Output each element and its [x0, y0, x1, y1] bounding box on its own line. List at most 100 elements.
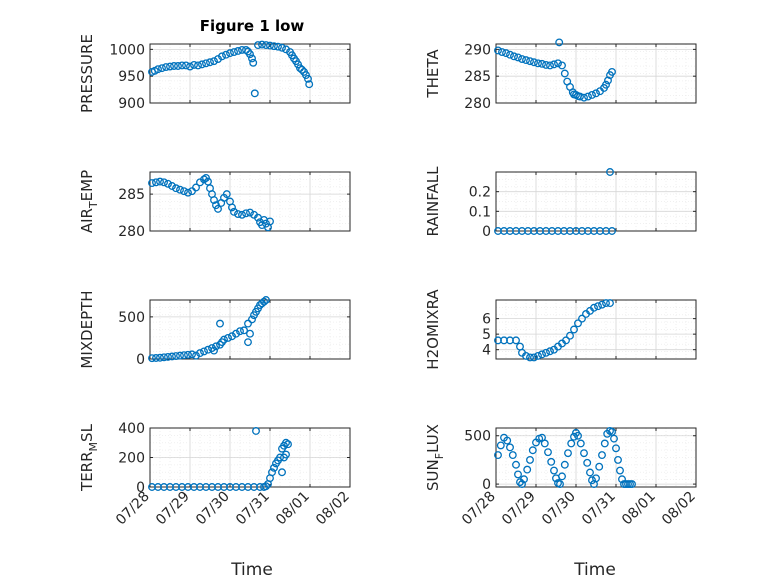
data-point: [614, 455, 622, 464]
y-tick-label: 280: [464, 96, 491, 112]
data-point: [608, 227, 616, 235]
data-point: [610, 434, 618, 443]
data-point: [538, 350, 546, 359]
series-markers: [494, 38, 616, 102]
data-point: [588, 476, 596, 485]
data-point: [160, 178, 168, 187]
y-axis-label: H2OMIXRA: [424, 289, 442, 370]
data-point: [302, 71, 310, 80]
data-point: [546, 347, 554, 356]
data-point: [246, 329, 254, 338]
series-markers: [148, 40, 314, 98]
data-point: [228, 203, 236, 212]
data-point: [305, 80, 314, 89]
data-point: [234, 210, 242, 218]
data-point: [230, 207, 238, 216]
data-point: [226, 49, 234, 58]
data-point: [542, 60, 550, 69]
y-axis-label: TERRMSL: [78, 423, 100, 492]
axes-box: [149, 43, 351, 104]
data-point: [602, 80, 610, 89]
data-point: [298, 65, 306, 74]
data-point: [496, 441, 505, 450]
data-point: [523, 465, 532, 474]
data-point: [228, 332, 236, 341]
data-point: [160, 353, 168, 362]
x-tick-label: 07/29: [499, 489, 539, 529]
data-point: [588, 90, 596, 99]
data-point: [602, 299, 610, 308]
data-point: [220, 335, 228, 344]
series-markers: [494, 426, 636, 489]
data-point: [628, 480, 636, 489]
data-point: [250, 89, 259, 98]
subplot-row3-left: 0 500 MIXDEPTH: [78, 290, 351, 369]
x-tick-label: 08/02: [659, 489, 699, 529]
y-tick-label: 5: [482, 327, 491, 343]
data-point: [240, 326, 248, 335]
data-point: [284, 440, 292, 449]
data-point: [518, 55, 526, 63]
y-tick-label: 0.1: [469, 204, 491, 220]
data-point: [595, 462, 604, 471]
data-point: [266, 217, 274, 226]
data-point: [178, 61, 186, 70]
y-axis-label: THETA: [424, 49, 442, 99]
data-point: [540, 439, 549, 448]
data-point: [564, 449, 572, 458]
data-point: [550, 466, 558, 475]
data-point: [592, 474, 600, 483]
axes-box: [149, 171, 351, 232]
y-tick-label: 6: [482, 312, 491, 328]
data-point: [514, 53, 522, 62]
data-point: [152, 178, 160, 187]
data-point: [282, 438, 290, 447]
axes-box: [495, 171, 697, 232]
data-point: [578, 314, 586, 323]
data-point: [512, 460, 520, 469]
data-point: [260, 297, 268, 306]
data-point: [238, 210, 246, 219]
data-point: [590, 303, 598, 312]
subplot-bottom-right: 0 500 07/28 07/29 07/30 07/31 08/01 08/02 SUNFLU…: [424, 424, 699, 528]
data-point: [262, 482, 270, 491]
subplot-row2-right: 0 0.1 0.2 RAINFALL: [424, 166, 697, 240]
data-point: [570, 90, 578, 99]
series-markers: [148, 296, 270, 363]
data-point: [200, 347, 208, 356]
data-point: [530, 353, 538, 362]
data-point: [196, 349, 204, 358]
data-point: [586, 468, 594, 477]
data-point: [210, 196, 218, 204]
data-point: [574, 319, 582, 328]
data-point: [162, 63, 170, 72]
data-point: [526, 455, 534, 464]
data-point: [180, 351, 188, 360]
data-point: [526, 353, 534, 362]
data-point: [612, 444, 620, 453]
data-point: [554, 59, 562, 68]
data-point: [164, 179, 172, 188]
y-tick-label: 285: [464, 69, 491, 85]
data-point: [168, 182, 176, 190]
x-tick-label: 07/30: [193, 489, 233, 529]
y-tick-label: 280: [118, 224, 145, 240]
data-point: [248, 54, 256, 63]
data-point: [520, 475, 528, 484]
data-point: [214, 204, 222, 213]
y-tick-label: 500: [118, 310, 145, 326]
data-point: [230, 48, 238, 56]
figure-title: Figure 1 low: [200, 17, 305, 35]
x-tick-label: 08/02: [313, 489, 353, 529]
data-point: [212, 342, 220, 351]
data-point: [164, 352, 172, 361]
data-point: [242, 45, 250, 54]
data-point: [266, 41, 274, 50]
data-point: [274, 42, 282, 51]
data-point: [618, 475, 626, 484]
axes-box: [495, 43, 697, 104]
data-point: [608, 67, 616, 76]
subplot-grid: 900 950 1000 PRESSURE 280 285 290 THETA 280 285 AI…: [78, 34, 699, 528]
data-point: [570, 432, 578, 441]
